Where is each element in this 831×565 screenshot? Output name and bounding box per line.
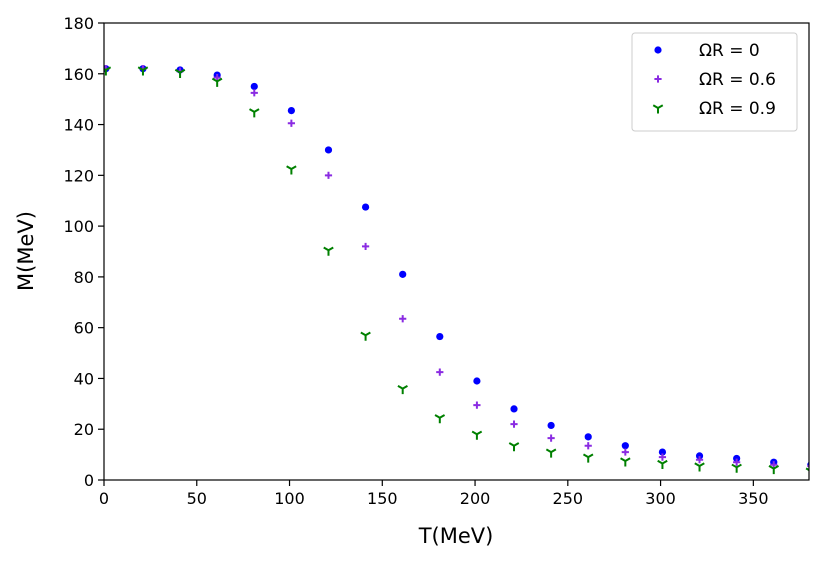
data-point: [471, 430, 483, 440]
data-point: [658, 453, 667, 461]
data-point: [694, 462, 705, 472]
data-point: [286, 165, 297, 175]
data-point: [621, 442, 629, 450]
y-tick-label: 20: [74, 420, 94, 439]
data-point: [768, 464, 780, 475]
data-point: [436, 332, 444, 341]
data-point: [399, 315, 407, 323]
data-point: [621, 448, 629, 456]
data-point: [323, 246, 334, 256]
data-point: [547, 421, 555, 430]
data-point: [733, 458, 741, 466]
legend-label: ΩR = 0: [699, 41, 760, 61]
legend-box: [631, 32, 798, 132]
data-point: [510, 405, 518, 413]
series-2: [104, 66, 809, 475]
legend-label: ΩR = 0.9: [699, 99, 776, 119]
data-point: [213, 73, 221, 82]
data-point: [695, 452, 704, 460]
y-tick-label: 120: [63, 166, 94, 185]
x-tick-label: 150: [367, 489, 398, 508]
data-point: [733, 454, 741, 463]
data-point: [397, 384, 408, 395]
data-point: [360, 331, 371, 341]
data-point: [361, 242, 370, 251]
legend: ΩR = 0 ΩR = 0.6 ΩR = 0.9: [631, 32, 798, 132]
y-tick-label: 40: [74, 369, 94, 388]
data-point: [249, 108, 260, 118]
legend-marker: [652, 104, 664, 114]
data-point: [104, 66, 112, 76]
y-tick-label: 180: [63, 14, 94, 33]
x-tick-label: 250: [553, 489, 584, 508]
data-point: [807, 461, 809, 468]
data-point: [731, 463, 742, 473]
y-tick-label: 0: [84, 471, 94, 490]
x-axis-label: T(MeV): [418, 524, 494, 548]
x-tick-label: 0: [99, 489, 109, 508]
data-point: [287, 119, 295, 127]
y-tick-label: 60: [74, 319, 94, 338]
x-tick-label: 50: [187, 489, 207, 508]
y-axis-label: M(MeV): [14, 211, 38, 291]
data-point: [287, 106, 295, 115]
axis-ticks: 0 50 100 150 200 250 300 350 0 20 40 60 80 100 120 140 1…: [63, 14, 768, 508]
legend-marker: [654, 75, 662, 83]
legend-marker: [654, 46, 662, 54]
data-point: [361, 203, 370, 211]
x-tick-label: 300: [645, 489, 676, 508]
data-point: [545, 448, 557, 458]
data-point: [658, 448, 667, 456]
data-point: [324, 146, 333, 154]
data-point: [473, 377, 481, 385]
x-tick-label: 100: [274, 489, 305, 508]
data-point: [324, 171, 333, 179]
data-point: [399, 270, 407, 278]
data-point: [584, 442, 592, 450]
data-points: [104, 65, 809, 475]
data-point: [584, 433, 592, 441]
data-point: [436, 368, 444, 376]
y-tick-label: 140: [63, 116, 94, 135]
data-point: [174, 68, 186, 79]
data-point: [211, 77, 223, 87]
data-point: [770, 461, 778, 469]
data-point: [695, 456, 704, 464]
data-point: [620, 457, 631, 467]
plot-frame: [103, 22, 810, 481]
y-tick-label: 100: [63, 217, 94, 236]
x-tick-label: 200: [460, 489, 491, 508]
data-point: [582, 453, 594, 463]
data-point: [250, 82, 258, 91]
data-point: [510, 420, 518, 428]
data-point: [473, 401, 481, 409]
data-point: [137, 66, 149, 76]
data-point: [434, 414, 446, 424]
y-tick-label: 160: [63, 65, 94, 84]
data-point: [805, 467, 809, 472]
data-point: [508, 442, 520, 452]
y-tick-label: 80: [74, 268, 94, 287]
x-tick-label: 350: [738, 489, 769, 508]
data-point: [547, 434, 555, 442]
data-point: [657, 459, 668, 469]
legend-label: ΩR = 0.6: [699, 70, 776, 90]
data-point: [250, 89, 258, 97]
